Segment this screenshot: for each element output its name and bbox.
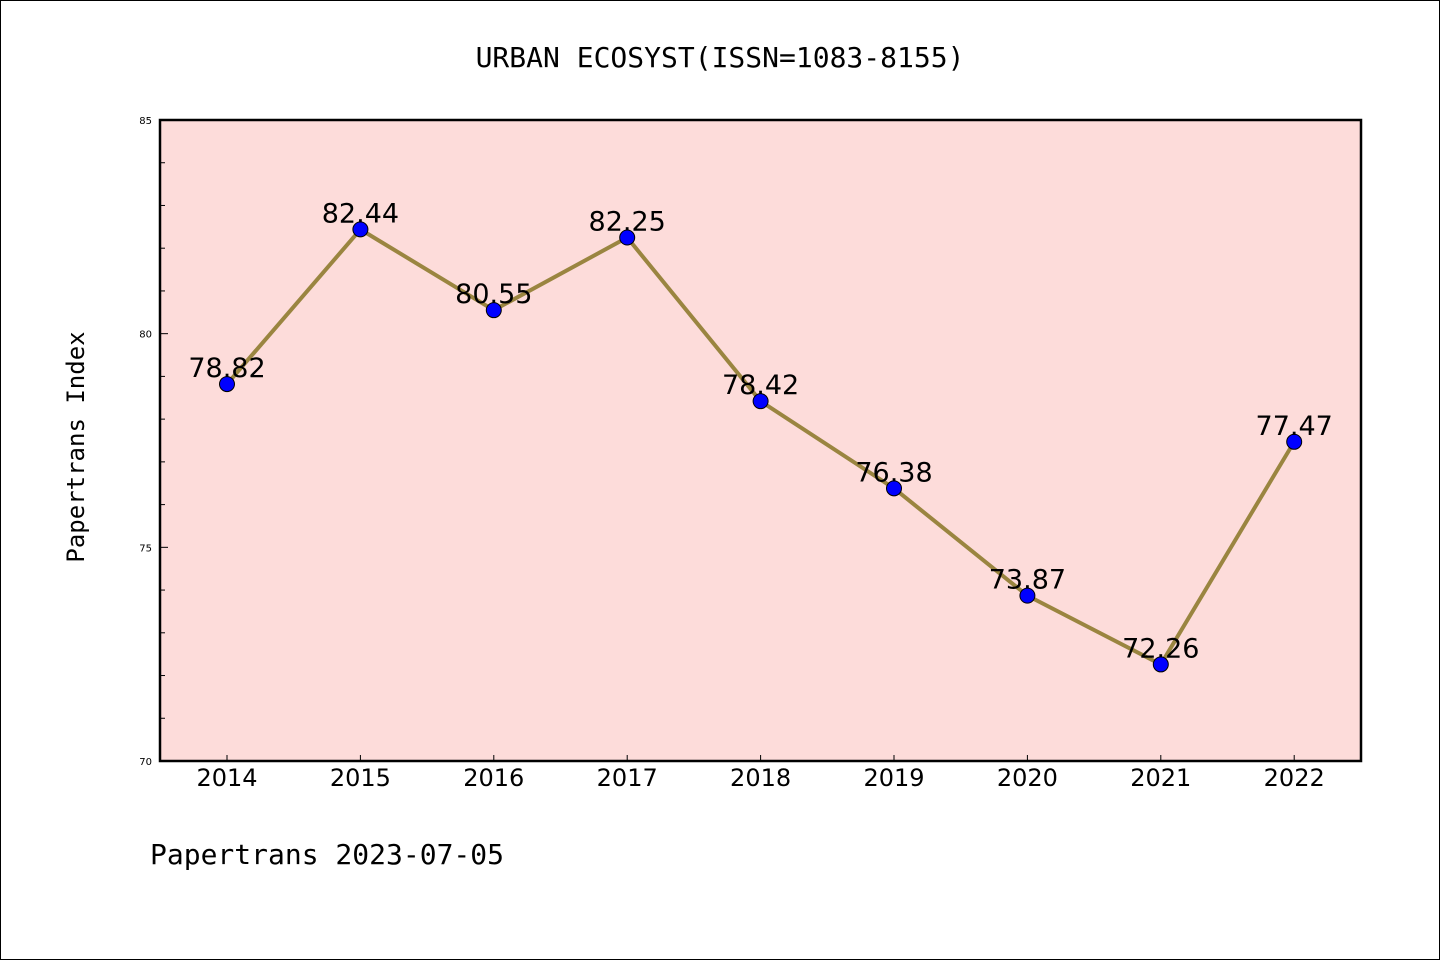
x-tick-label: 2018	[730, 764, 791, 792]
data-point	[752, 393, 769, 410]
y-tick-label: 70	[139, 757, 152, 768]
x-tick-label: 2014	[196, 764, 257, 792]
data-label: 80.55	[455, 279, 532, 310]
x-axis: 2014 2015 2016 2017 2018 2019 2020 2021 2022	[196, 755, 1325, 792]
x-tick-label: 2017	[597, 764, 658, 792]
x-tick-label: 2019	[863, 764, 924, 792]
data-point	[1152, 656, 1169, 673]
data-label: 78.42	[722, 370, 799, 401]
y-axis-label: Papertrans Index	[62, 331, 90, 562]
footer-credit: Papertrans 2023-07-05	[150, 838, 504, 871]
data-label: 72.26	[1122, 633, 1199, 664]
data-label: 76.38	[855, 457, 932, 488]
y-tick-label: 75	[139, 543, 152, 554]
y-tick-label: 85	[139, 116, 152, 127]
data-point	[485, 302, 502, 319]
x-tick-label: 2021	[1130, 764, 1191, 792]
data-point	[1019, 587, 1036, 604]
y-tick-label: 80	[139, 330, 152, 341]
x-tick-label: 2015	[330, 764, 391, 792]
data-label: 82.44	[322, 198, 399, 229]
data-point	[219, 376, 235, 393]
x-tick-label: 2022	[1264, 764, 1325, 792]
x-tick-label: 2020	[997, 764, 1058, 792]
data-point	[352, 221, 369, 238]
data-label: 77.47	[1256, 411, 1333, 442]
data-labels: 78.82 82.44 80.55 82.25 78.42 76.38 73.87 72.26…	[188, 198, 1332, 664]
data-label: 73.87	[989, 565, 1066, 596]
data-label: 78.82	[188, 353, 265, 384]
data-point	[619, 229, 636, 246]
data-point	[1286, 433, 1303, 450]
series-layer	[219, 221, 1303, 673]
y-axis: 70 75 80 85	[139, 116, 168, 768]
data-label: 82.25	[589, 207, 666, 238]
x-tick-label: 2016	[463, 764, 524, 792]
chart-title: URBAN ECOSYST(ISSN=1083-8155)	[476, 41, 965, 74]
data-point	[886, 480, 902, 497]
